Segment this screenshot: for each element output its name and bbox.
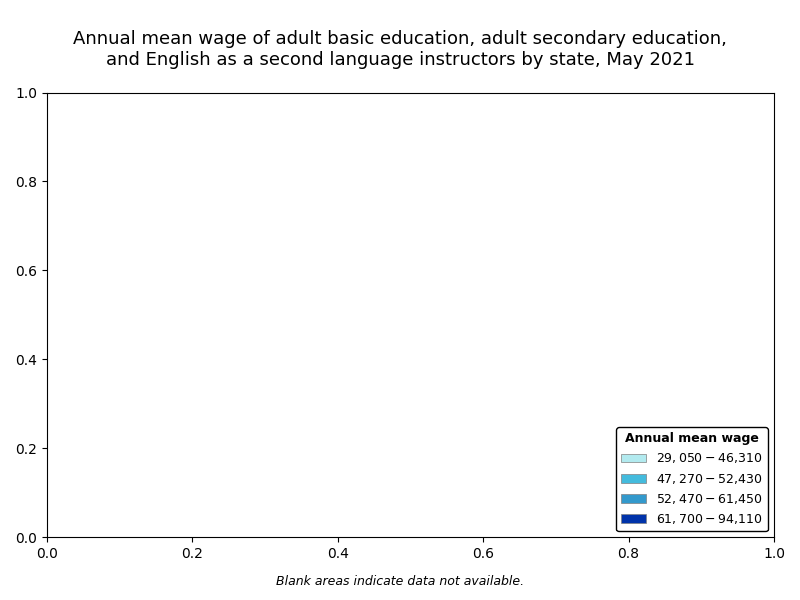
- Text: Blank areas indicate data not available.: Blank areas indicate data not available.: [276, 575, 524, 588]
- Legend: $29,050 - $46,310, $47,270 - $52,430, $52,470 - $61,450, $61,700 - $94,110: $29,050 - $46,310, $47,270 - $52,430, $5…: [616, 427, 768, 531]
- Text: Annual mean wage of adult basic education, adult secondary education,
and Englis: Annual mean wage of adult basic educatio…: [73, 30, 727, 69]
